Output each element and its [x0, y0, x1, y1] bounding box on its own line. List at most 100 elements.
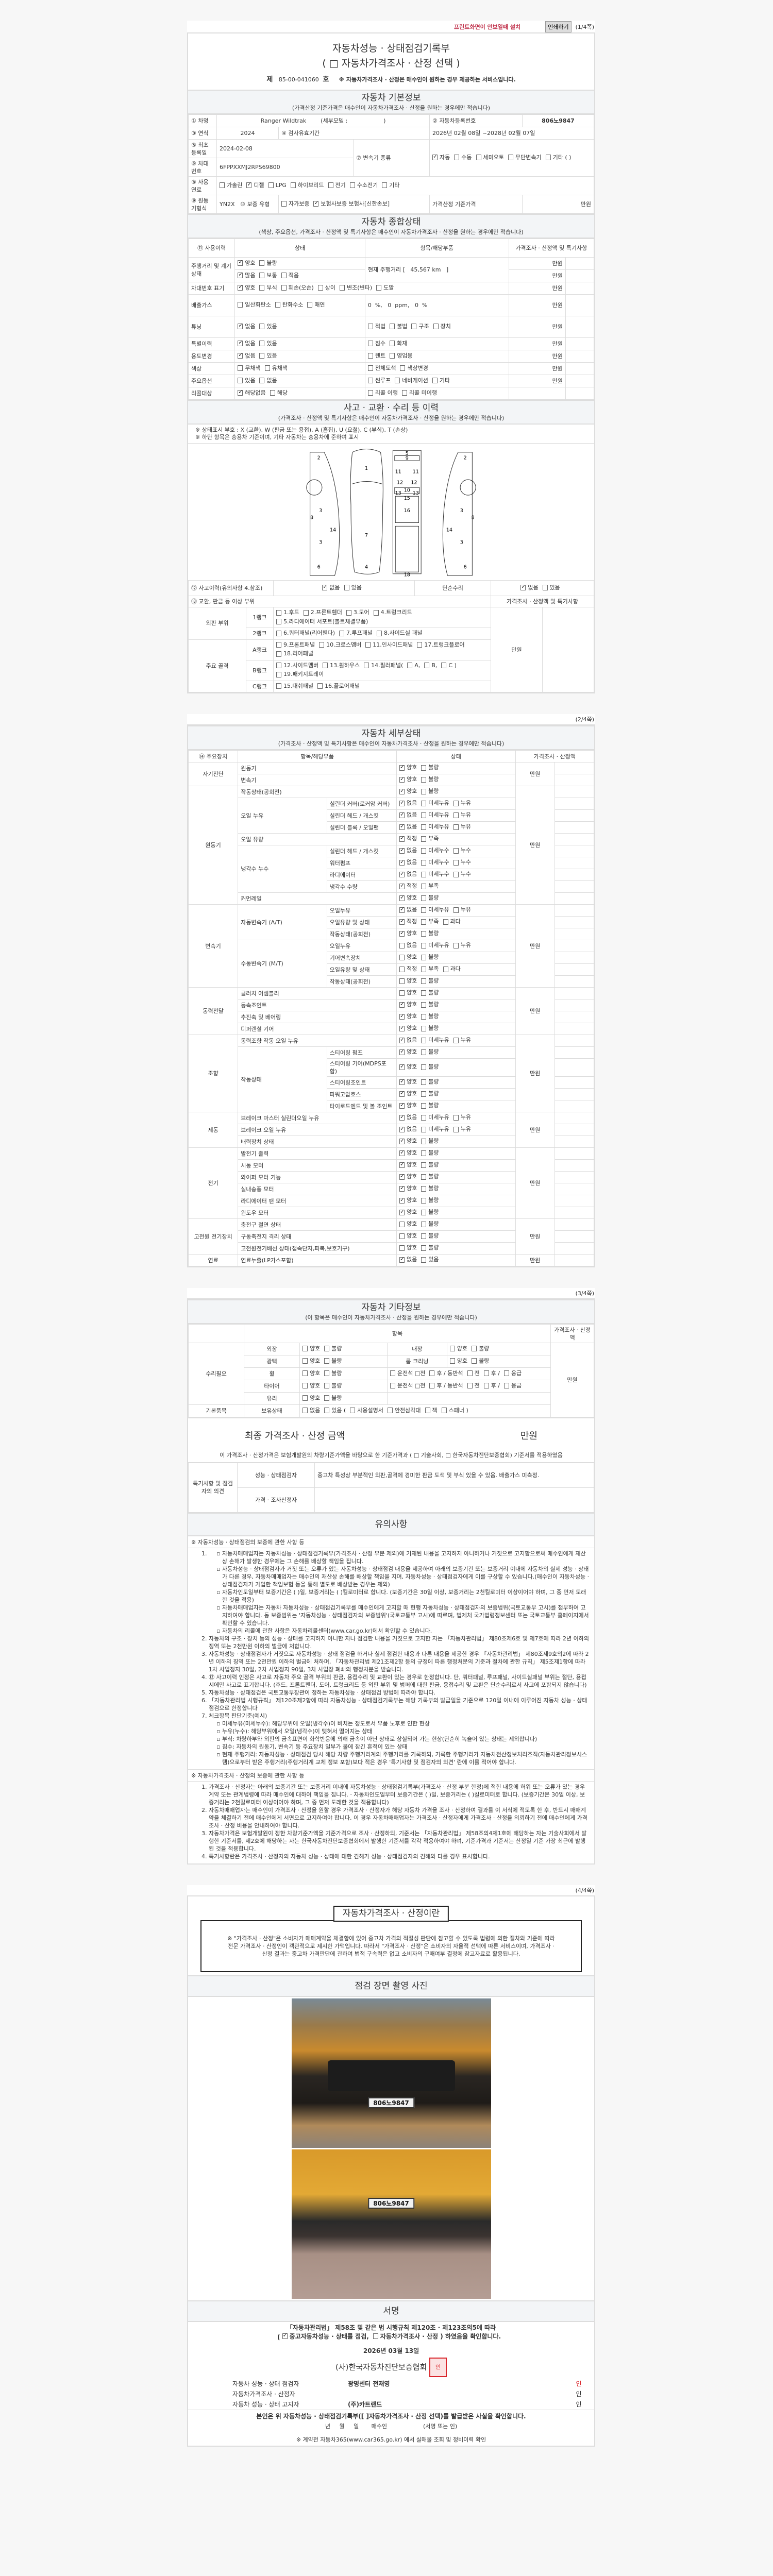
checkbox-option[interactable]: 있음 [259, 352, 277, 360]
checkbox-option[interactable]: 양호 [399, 953, 417, 961]
unchecked-box-icon[interactable] [259, 353, 265, 359]
unchecked-box-icon[interactable] [508, 155, 513, 161]
checkbox-option[interactable]: 불량 [421, 929, 439, 938]
checkbox-option[interactable]: 전기 [328, 181, 346, 190]
checkbox-option[interactable]: 불량 [421, 1090, 439, 1098]
unchecked-box-icon[interactable] [276, 683, 281, 689]
unchecked-box-icon[interactable] [303, 1395, 308, 1401]
unchecked-box-icon[interactable] [421, 1079, 427, 1085]
unchecked-box-icon[interactable] [339, 630, 345, 636]
unchecked-box-icon[interactable] [421, 1013, 427, 1020]
checked-box-icon[interactable] [399, 1047, 405, 1056]
part-checkbox[interactable]: 1.후드 [276, 608, 299, 617]
unchecked-box-icon[interactable] [276, 663, 281, 668]
unchecked-box-icon[interactable] [421, 978, 427, 984]
unchecked-box-icon[interactable] [276, 651, 281, 657]
unchecked-box-icon[interactable] [421, 1150, 427, 1156]
unchecked-box-icon[interactable] [376, 285, 382, 291]
checked-box-icon[interactable] [399, 799, 405, 807]
checkbox-option[interactable]: 후 / [483, 1369, 500, 1378]
unchecked-box-icon[interactable] [323, 663, 328, 668]
checked-box-icon[interactable] [238, 270, 243, 279]
part-checkbox[interactable]: 16.플로어패널 [317, 682, 360, 690]
checkbox-option[interactable]: 누유 [453, 799, 471, 807]
checked-box-icon[interactable] [238, 338, 243, 347]
checkbox-option[interactable]: 양호 [303, 1357, 320, 1365]
unchecked-box-icon[interactable] [390, 1370, 395, 1377]
checkbox-option[interactable]: 불량 [421, 1173, 439, 1181]
unchecked-box-icon[interactable] [421, 824, 427, 830]
checked-box-icon[interactable] [399, 763, 405, 771]
checkbox-option[interactable]: 없음 [399, 905, 417, 914]
checkbox-option[interactable]: 유채색 [264, 364, 288, 372]
checkbox-option[interactable]: 불량 [421, 1001, 439, 1009]
unchecked-box-icon[interactable] [453, 812, 459, 818]
unchecked-box-icon[interactable] [270, 390, 275, 396]
checkbox-option[interactable]: 무단변속기 [508, 154, 542, 162]
checkbox-option[interactable]: 해당 [270, 389, 288, 397]
checked-box-icon[interactable] [399, 1024, 405, 1032]
checkbox-option[interactable]: 적음 [281, 272, 299, 280]
checked-box-icon[interactable] [399, 1196, 405, 1204]
checkbox-option[interactable]: 양호 [399, 775, 417, 784]
checkbox-option[interactable]: 양호 [399, 1101, 417, 1110]
unchecked-box-icon[interactable] [421, 1049, 427, 1055]
checkbox-option[interactable]: 불량 [421, 953, 439, 961]
unchecked-box-icon[interactable] [259, 324, 265, 330]
unchecked-box-icon[interactable] [367, 365, 373, 371]
unchecked-box-icon[interactable] [324, 1395, 330, 1401]
checked-box-icon[interactable] [399, 893, 405, 902]
checked-box-icon[interactable] [399, 1172, 405, 1180]
checkbox-option[interactable]: 자가보증 [281, 200, 309, 208]
checked-box-icon[interactable] [399, 1160, 405, 1168]
checkbox-option[interactable]: 응급 [504, 1369, 522, 1378]
unchecked-box-icon[interactable] [411, 324, 417, 330]
unchecked-box-icon[interactable] [421, 765, 427, 771]
checkbox-option[interactable]: 미세누유 [421, 1113, 449, 1122]
checked-box-icon[interactable] [432, 152, 438, 161]
unchecked-box-icon[interactable] [421, 871, 427, 877]
unchecked-box-icon[interactable] [432, 378, 438, 384]
unchecked-box-icon[interactable] [399, 1233, 405, 1239]
part-checkbox[interactable]: 13.휠하우스 [323, 662, 360, 670]
checkbox-option[interactable]: 있음 [259, 323, 277, 331]
checkbox-option[interactable]: 없음 [399, 799, 417, 807]
checkbox-option[interactable]: 변조(변타) [340, 284, 372, 292]
unchecked-box-icon[interactable] [421, 1064, 427, 1070]
unchecked-box-icon[interactable] [319, 642, 325, 648]
unchecked-box-icon[interactable] [421, 930, 427, 937]
checkbox-option[interactable]: 미세누유 [421, 1036, 449, 1044]
checkbox-option[interactable]: 불량 [324, 1345, 342, 1353]
unchecked-box-icon[interactable] [421, 1126, 427, 1132]
install-notice-link[interactable]: 프린트화면이 안보일때 설치 [454, 23, 521, 30]
checkbox-option[interactable]: 불량 [324, 1369, 342, 1378]
checkbox-option[interactable]: 적법 [367, 323, 385, 331]
checkbox-option[interactable]: 상이 [317, 284, 335, 292]
unchecked-box-icon[interactable] [390, 341, 395, 347]
checkbox-option[interactable]: 후 / 동반석 [429, 1382, 463, 1390]
unchecked-box-icon[interactable] [303, 1358, 308, 1364]
checked-box-icon[interactable] [399, 1089, 405, 1097]
checkbox-option[interactable]: 불량 [421, 764, 439, 772]
checkbox-option[interactable]: 누유 [453, 1125, 471, 1133]
unchecked-box-icon[interactable] [407, 663, 413, 668]
checkbox-option[interactable]: 양호 [399, 1077, 417, 1086]
unchecked-box-icon[interactable] [259, 273, 265, 279]
checked-box-icon[interactable] [399, 822, 405, 831]
checked-box-icon[interactable] [238, 258, 243, 266]
checkbox-option[interactable]: 운전석 □전 [390, 1369, 425, 1378]
unchecked-box-icon[interactable] [421, 1162, 427, 1168]
checkbox-option[interactable]: 불량 [421, 1232, 439, 1240]
unchecked-box-icon[interactable] [324, 1370, 330, 1377]
checkbox-option[interactable]: 불량 [421, 1101, 439, 1110]
part-checkbox[interactable]: 18.리어패널 [276, 650, 313, 658]
checkbox-option[interactable]: 누유 [453, 823, 471, 831]
part-checkbox[interactable]: 17.트렁크플로어 [417, 641, 465, 649]
unchecked-box-icon[interactable] [317, 285, 323, 291]
checkbox-option[interactable]: 불량 [421, 1244, 439, 1252]
checkbox-option[interactable]: 불량 [421, 1048, 439, 1056]
unchecked-box-icon[interactable] [390, 1383, 395, 1389]
checked-box-icon[interactable] [238, 321, 243, 330]
part-checkbox[interactable]: C ) [441, 662, 457, 670]
unchecked-box-icon[interactable] [364, 663, 369, 668]
